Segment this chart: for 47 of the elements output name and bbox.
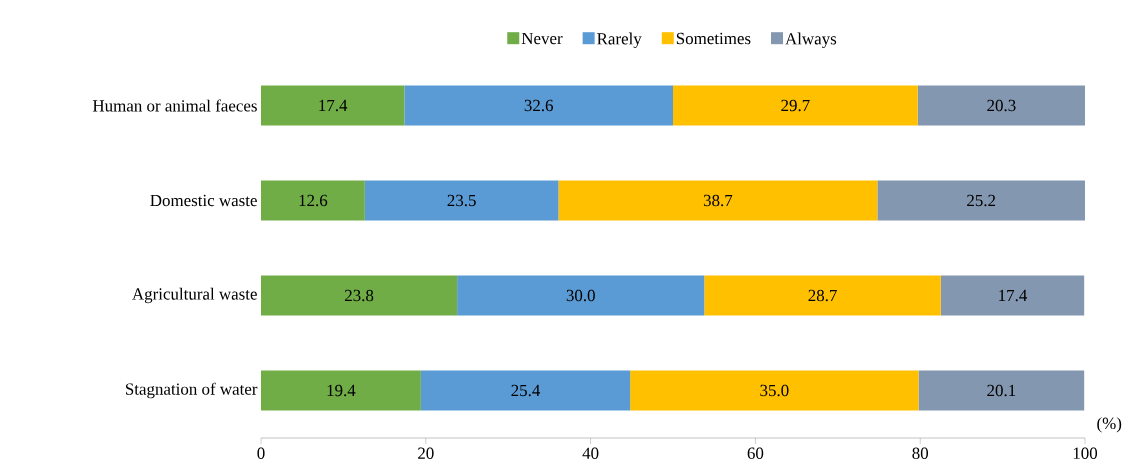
bar <box>673 85 918 126</box>
x-tick-label: 100 <box>1073 447 1098 459</box>
data-label: 12.6 <box>299 194 328 207</box>
legend-label: Sometimes <box>676 32 751 45</box>
x-tick-label: 40 <box>582 447 599 459</box>
data-label: 17.4 <box>999 289 1028 302</box>
data-label: 25.4 <box>511 384 541 397</box>
x-tick-label: 20 <box>418 447 434 459</box>
data-label: 32.6 <box>524 99 554 112</box>
bar <box>364 180 559 221</box>
bar <box>261 275 458 316</box>
data-label: 23.5 <box>447 194 476 207</box>
bar <box>917 85 1086 126</box>
y-tick-label: Human or animal faeces <box>92 99 257 112</box>
legend-label: Rarely <box>597 32 642 48</box>
data-label: 29.7 <box>781 99 810 112</box>
bar <box>918 370 1085 411</box>
data-label: 20.3 <box>987 99 1016 112</box>
data-label: 28.7 <box>808 289 837 302</box>
bar <box>420 370 631 411</box>
x-axis-title: (%) <box>1097 417 1122 433</box>
bar <box>877 180 1086 221</box>
data-label: 17.4 <box>319 99 348 112</box>
x-tick-label: 80 <box>912 447 929 459</box>
bar <box>404 85 674 126</box>
bar <box>704 275 941 316</box>
data-label: 38.7 <box>703 194 733 207</box>
bar <box>940 275 1085 316</box>
y-tick-label: Agricultural waste <box>132 287 257 304</box>
bar <box>261 180 365 221</box>
y-tick-label: Stagnation of water <box>125 382 258 399</box>
data-label: 35.0 <box>760 384 789 397</box>
legend-label: Always <box>785 32 837 48</box>
x-tick-label: 0 <box>257 447 265 459</box>
data-label: 23.8 <box>344 289 374 302</box>
bar <box>261 85 405 126</box>
x-tick-label: 60 <box>747 447 764 459</box>
data-label: 19.4 <box>327 384 356 397</box>
legend-label: Never <box>521 32 563 45</box>
y-tick-label: Domestic waste <box>150 194 257 207</box>
data-label: 25.2 <box>967 194 996 207</box>
bar <box>630 370 919 411</box>
bar <box>558 180 878 221</box>
data-label: 30.0 <box>566 289 595 302</box>
data-label: 20.1 <box>987 384 1016 397</box>
bar <box>457 275 705 316</box>
bar <box>261 370 421 411</box>
